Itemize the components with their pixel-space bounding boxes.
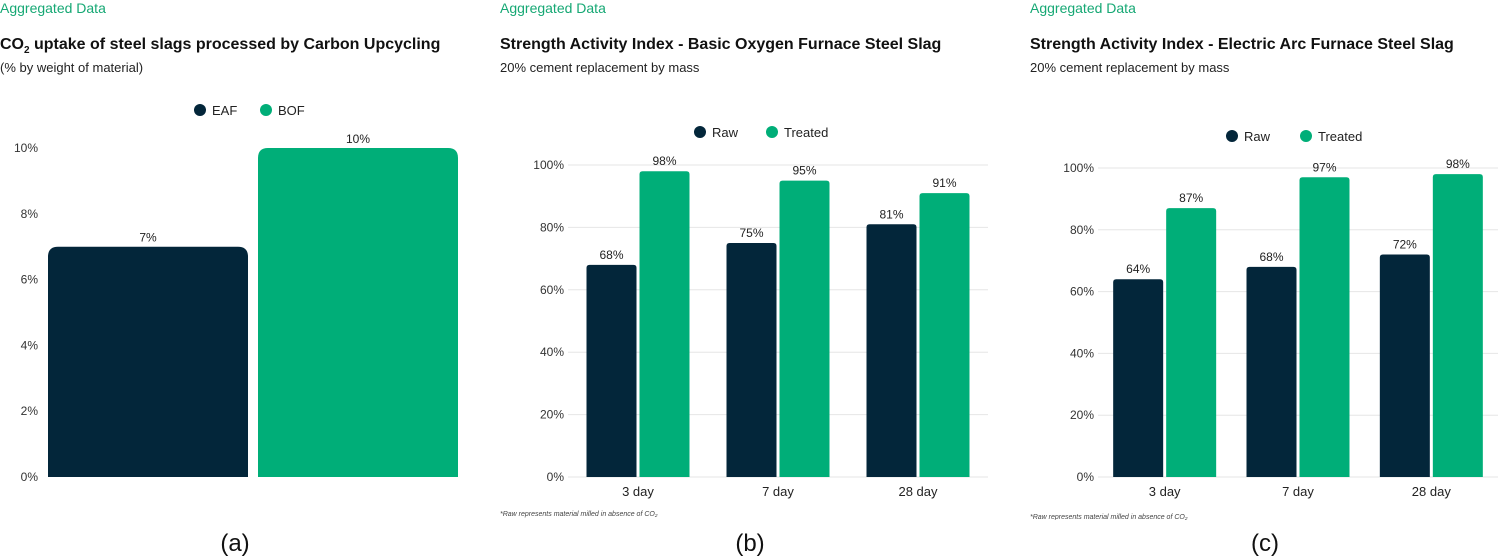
data-label: 87%	[1179, 191, 1203, 205]
caption-c: (c)	[1251, 530, 1279, 557]
chart-subtitle-c: 20% cement replacement by mass	[1030, 60, 1230, 75]
legend-label-raw: Raw	[712, 125, 739, 140]
y-tick-label: 6%	[21, 273, 39, 287]
legend-label-treated: Treated	[784, 125, 828, 140]
kicker-b: Aggregated Data	[500, 0, 606, 16]
y-tick-label: 60%	[540, 283, 564, 297]
legend-marker-treated	[766, 126, 778, 138]
bar-treated	[1166, 208, 1217, 478]
y-tick-label: 40%	[540, 345, 564, 359]
y-tick-label: 8%	[21, 207, 39, 221]
x-tick-label: 28 day	[898, 484, 938, 499]
title-a-sub: 2	[24, 45, 30, 57]
chart-title-a: CO2 uptake of steel slags processed by C…	[0, 36, 440, 56]
y-tick-label: 80%	[1070, 223, 1094, 237]
caption-b: (b)	[735, 530, 765, 557]
title-a-main: CO	[0, 36, 24, 53]
bar-treated	[919, 193, 970, 477]
data-label: 68%	[1259, 250, 1283, 264]
bar-bof	[258, 148, 458, 477]
bar-raw	[1246, 266, 1297, 477]
legend-label-treated: Treated	[1318, 129, 1362, 144]
data-label: 64%	[1126, 262, 1150, 276]
chart-subtitle-b: 20% cement replacement by mass	[500, 60, 700, 75]
kicker-c: Aggregated Data	[1030, 0, 1136, 16]
data-label: 97%	[1312, 160, 1336, 174]
data-label: 72%	[1393, 238, 1417, 252]
data-label: 95%	[792, 164, 816, 178]
y-tick-label: 100%	[1063, 161, 1094, 175]
bar-treated	[639, 171, 690, 478]
chart-title-b: Strength Activity Index - Basic Oxygen F…	[500, 36, 942, 53]
data-label: 91%	[932, 176, 956, 190]
y-tick-label: 80%	[540, 220, 564, 234]
caption-a: (a)	[220, 530, 250, 557]
bar-treated	[779, 180, 830, 477]
bar-eaf	[48, 246, 248, 477]
y-tick-label: 0%	[21, 470, 39, 484]
panel-c: Aggregated Data Strength Activity Index …	[1030, 0, 1500, 560]
x-tick-label: 3 day	[622, 484, 654, 499]
y-tick-label: 20%	[540, 408, 564, 422]
chart-a: 0% 2% 4% 6% 8% 10% EAF BOF 7% 10%	[14, 103, 458, 484]
y-tick-label: 100%	[533, 158, 564, 172]
data-label: 98%	[652, 154, 676, 168]
legend-label-raw: Raw	[1244, 129, 1271, 144]
bar-treated	[1299, 177, 1350, 477]
kicker-a: Aggregated Data	[0, 0, 106, 16]
y-tick-label: 2%	[21, 404, 39, 418]
bar-raw	[1113, 279, 1164, 477]
chart-c: 0% 20% 40% 60% 80% 100% Raw Treated 64% 87% 3 day 6…	[1030, 129, 1498, 520]
data-label: 75%	[739, 226, 763, 240]
y-tick-label: 4%	[21, 338, 39, 352]
bar-raw	[726, 243, 777, 477]
legend-label-eaf: EAF	[212, 103, 237, 118]
legend-marker-bof	[260, 104, 272, 116]
x-tick-label: 28 day	[1412, 484, 1452, 499]
data-label: 98%	[1446, 157, 1470, 171]
y-tick-label: 10%	[14, 141, 38, 155]
chart-subtitle-a: (% by weight of material)	[0, 60, 144, 75]
panel-b: Aggregated Data Strength Activity Index …	[500, 0, 1000, 560]
legend-marker-raw	[1226, 130, 1238, 142]
bar-raw	[1379, 254, 1430, 477]
chart-title-c: Strength Activity Index - Electric Arc F…	[1030, 36, 1454, 53]
y-tick-label: 0%	[547, 470, 565, 484]
title-a-rest: uptake of steel slags processed by Carbo…	[29, 36, 441, 53]
panel-a: Aggregated Data CO2 uptake of steel slag…	[0, 0, 470, 560]
y-tick-label: 0%	[1077, 470, 1095, 484]
bar-treated	[1432, 174, 1483, 477]
legend-marker-eaf	[194, 104, 206, 116]
chart-b: 0% 20% 40% 60% 80% 100% Raw Treated 68% 98% 3 day 7…	[500, 125, 988, 518]
footnote: *Raw represents material milled in absen…	[500, 511, 658, 518]
legend-label-bof: BOF	[278, 103, 305, 118]
x-tick-label: 7 day	[1282, 484, 1314, 499]
data-label: 81%	[879, 207, 903, 221]
legend-marker-raw	[694, 126, 706, 138]
y-tick-label: 60%	[1070, 285, 1094, 299]
legend-marker-treated	[1300, 130, 1312, 142]
y-tick-label: 40%	[1070, 346, 1094, 360]
y-tick-label: 20%	[1070, 408, 1094, 422]
bar-raw	[866, 224, 917, 477]
footnote: *Raw represents material milled in absen…	[1030, 514, 1188, 520]
x-tick-label: 7 day	[762, 484, 794, 499]
data-label: 10%	[346, 132, 370, 146]
x-tick-label: 3 day	[1149, 484, 1181, 499]
bar-raw	[586, 264, 637, 477]
data-label: 7%	[139, 231, 157, 245]
data-label: 68%	[599, 248, 623, 262]
